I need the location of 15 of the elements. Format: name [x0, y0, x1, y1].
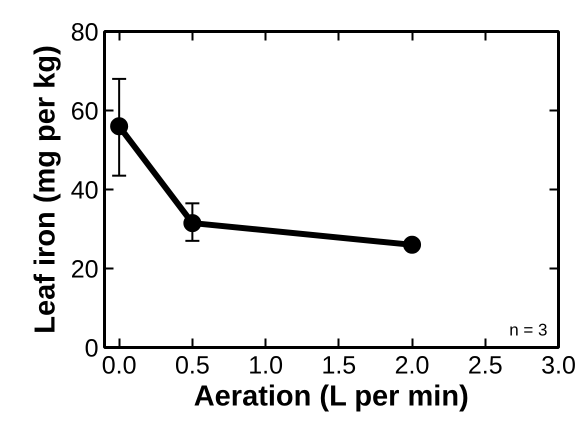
- y-tick-label: 60: [70, 98, 99, 126]
- x-tick-label: 2.5: [468, 352, 503, 380]
- x-tick-label: 2.0: [394, 352, 430, 380]
- x-axis-title: Aeration (L per min): [194, 380, 469, 412]
- y-tick-label: 40: [70, 176, 99, 204]
- y-tick-label: 80: [70, 18, 99, 46]
- x-tick-label: 1.0: [248, 352, 283, 380]
- x-tick-label: 1.5: [321, 352, 356, 380]
- y-tick-label: 0: [84, 334, 98, 362]
- annotation: n = 3: [509, 320, 548, 340]
- y-axis-title: Leaf iron (mg per kg): [30, 45, 62, 334]
- x-tick-label: 0.5: [174, 352, 210, 380]
- x-tick-label: 0.0: [102, 352, 137, 380]
- x-tick-label: 3.0: [541, 352, 576, 380]
- y-tick-label: 20: [70, 256, 99, 284]
